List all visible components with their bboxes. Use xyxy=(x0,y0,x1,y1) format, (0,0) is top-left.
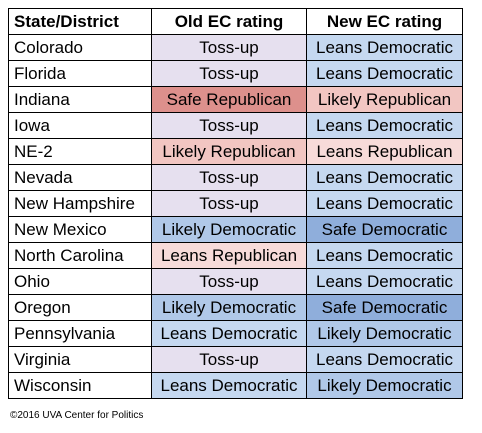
state-cell: North Carolina xyxy=(8,242,152,269)
header-old-rating: Old EC rating xyxy=(151,8,307,35)
table-row: Oregon Likely Democratic Safe Democratic xyxy=(8,294,463,321)
new-rating-cell: Leans Democratic xyxy=(306,242,463,269)
table-row: New Mexico Likely Democratic Safe Democrat… xyxy=(8,216,463,243)
old-rating-cell: Toss-up xyxy=(151,268,307,295)
old-rating-cell: Leans Democratic xyxy=(151,320,307,347)
state-cell: Nevada xyxy=(8,164,152,191)
state-cell: Iowa xyxy=(8,112,152,139)
state-cell: Ohio xyxy=(8,268,152,295)
header-state: State/District xyxy=(8,8,152,35)
table-row: North Carolina Leans Republican Leans Demo… xyxy=(8,242,463,269)
new-rating-cell: Leans Democratic xyxy=(306,164,463,191)
old-rating-cell: Leans Republican xyxy=(151,242,307,269)
new-rating-cell: Likely Democratic xyxy=(306,372,463,399)
table-row: Virginia Toss-up Leans Democratic xyxy=(8,346,463,373)
ratings-table: State/District Old EC rating New EC rati… xyxy=(8,8,463,399)
new-rating-cell: Leans Democratic xyxy=(306,346,463,373)
old-rating-cell: Likely Democratic xyxy=(151,294,307,321)
new-rating-cell: Leans Democratic xyxy=(306,190,463,217)
old-rating-cell: Toss-up xyxy=(151,190,307,217)
new-rating-cell: Leans Republican xyxy=(306,138,463,165)
old-rating-cell: Toss-up xyxy=(151,60,307,87)
table-row: Wisconsin Leans Democratic Likely Democrat… xyxy=(8,372,463,399)
state-cell: Virginia xyxy=(8,346,152,373)
new-rating-cell: Likely Republican xyxy=(306,86,463,113)
old-rating-cell: Toss-up xyxy=(151,34,307,61)
old-rating-cell: Toss-up xyxy=(151,164,307,191)
state-cell: NE-2 xyxy=(8,138,152,165)
state-cell: Colorado xyxy=(8,34,152,61)
table-row: Florida Toss-up Leans Democratic xyxy=(8,60,463,87)
table-row: Ohio Toss-up Leans Democratic xyxy=(8,268,463,295)
state-cell: Indiana xyxy=(8,86,152,113)
new-rating-cell: Safe Democratic xyxy=(306,294,463,321)
new-rating-cell: Safe Democratic xyxy=(306,216,463,243)
table-row: Colorado Toss-up Leans Democratic xyxy=(8,34,463,61)
header-new-rating: New EC rating xyxy=(306,8,463,35)
old-rating-cell: Toss-up xyxy=(151,346,307,373)
new-rating-cell: Leans Democratic xyxy=(306,268,463,295)
state-cell: Pennsylvania xyxy=(8,320,152,347)
old-rating-cell: Leans Democratic xyxy=(151,372,307,399)
state-cell: New Mexico xyxy=(8,216,152,243)
old-rating-cell: Toss-up xyxy=(151,112,307,139)
state-cell: Oregon xyxy=(8,294,152,321)
header-row: State/District Old EC rating New EC rati… xyxy=(8,8,463,35)
table-row: NE-2 Likely Republican Leans Republican xyxy=(8,138,463,165)
state-cell: Florida xyxy=(8,60,152,87)
new-rating-cell: Leans Democratic xyxy=(306,60,463,87)
old-rating-cell: Safe Republican xyxy=(151,86,307,113)
table-row: Iowa Toss-up Leans Democratic xyxy=(8,112,463,139)
table-row: New Hampshire Toss-up Leans Democratic xyxy=(8,190,463,217)
table-row: Pennsylvania Leans Democratic Likely Democ… xyxy=(8,320,463,347)
state-cell: New Hampshire xyxy=(8,190,152,217)
old-rating-cell: Likely Democratic xyxy=(151,216,307,243)
credit-line: ©2016 UVA Center for Politics xyxy=(10,410,144,421)
table-row: Indiana Safe Republican Likely Republican xyxy=(8,86,463,113)
new-rating-cell: Leans Democratic xyxy=(306,34,463,61)
new-rating-cell: Likely Democratic xyxy=(306,320,463,347)
new-rating-cell: Leans Democratic xyxy=(306,112,463,139)
old-rating-cell: Likely Republican xyxy=(151,138,307,165)
state-cell: Wisconsin xyxy=(8,372,152,399)
table-row: Nevada Toss-up Leans Democratic xyxy=(8,164,463,191)
